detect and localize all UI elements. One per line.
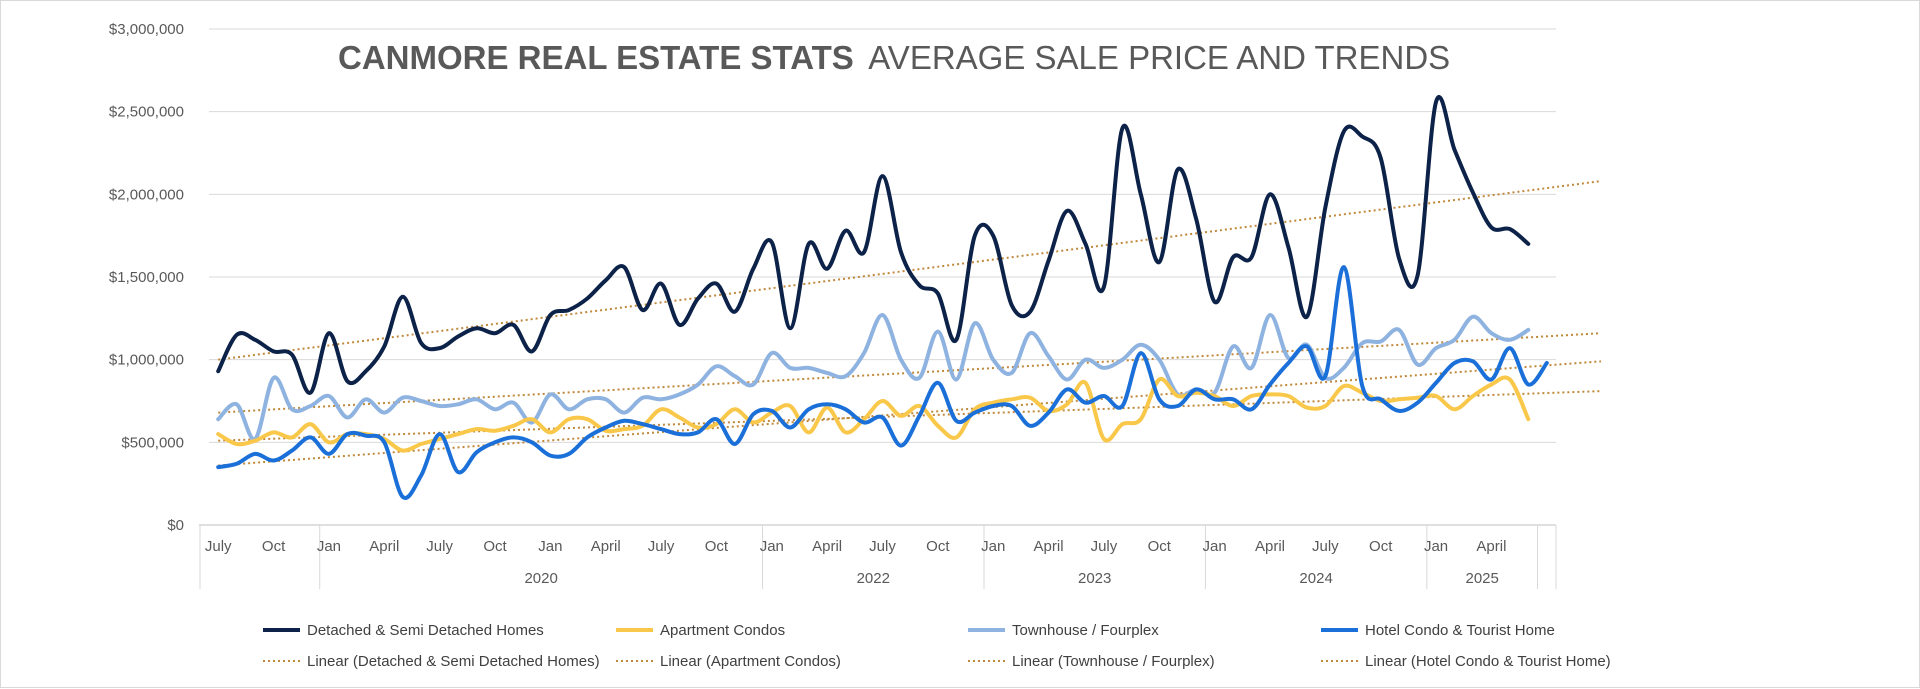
legend-entry: Linear (Townhouse / Fourplex): [1012, 653, 1215, 670]
y-tick-label: $1,500,000: [109, 269, 184, 286]
x-tick-label: Jan: [981, 538, 1005, 555]
legend-entry: Townhouse / Fourplex: [1012, 622, 1159, 639]
x-tick-label: Oct: [483, 538, 507, 555]
trendline-2: [218, 332, 1602, 414]
x-year-label: 2024: [1299, 570, 1332, 587]
trendline-0: [218, 180, 1602, 361]
legend-entry: Linear (Apartment Condos): [660, 653, 841, 670]
x-year-label: 2020: [524, 570, 557, 587]
x-tick-label: April: [812, 538, 842, 555]
y-tick-label: $500,000: [121, 434, 184, 451]
x-tick-label: April: [591, 538, 621, 555]
x-tick-label: Jan: [1203, 538, 1227, 555]
x-tick-label: July: [1312, 538, 1339, 555]
x-tick-label: July: [648, 538, 675, 555]
y-tick-label: $2,000,000: [109, 186, 184, 203]
x-tick-label: July: [205, 538, 232, 555]
x-tick-label: July: [426, 538, 453, 555]
y-tick-label: $2,500,000: [109, 104, 184, 121]
y-axis-ticks: $0 $500,000 $1,000,000 $1,500,000 $2,000,000…: [109, 21, 184, 534]
x-year-label: 2022: [857, 570, 890, 587]
x-tick-label: April: [369, 538, 399, 555]
trendline-1: [218, 390, 1602, 442]
x-tick-label: April: [1255, 538, 1285, 555]
legend-entry: Linear (Detached & Semi Detached Homes): [307, 653, 600, 670]
x-tick-label: July: [869, 538, 896, 555]
x-tick-label: Jan: [317, 538, 341, 555]
chart-title-rest: AVERAGE SALE PRICE AND TRENDS: [868, 39, 1450, 76]
x-tick-label: Oct: [926, 538, 950, 555]
series-line-0: [216, 95, 1531, 395]
legend-entry: Detached & Semi Detached Homes: [307, 622, 544, 639]
legend-entry: Hotel Condo & Tourist Home: [1365, 622, 1555, 639]
series-line-3: [216, 265, 1549, 500]
x-tick-label: Jan: [760, 538, 784, 555]
series-line-1: [216, 375, 1531, 453]
chart-title-bold: CANMORE REAL ESTATE STATS: [338, 39, 854, 76]
x-year-label: 2023: [1078, 570, 1111, 587]
legend-entry: Apartment Condos: [660, 622, 785, 639]
x-tick-label: Oct: [1369, 538, 1393, 555]
y-tick-label: $3,000,000: [109, 21, 184, 38]
x-axis: July Oct Jan April July Oct Jan April July Oct Jan…: [199, 524, 1557, 589]
x-tick-label: April: [1034, 538, 1064, 555]
x-tick-label: Oct: [705, 538, 729, 555]
series-lines: [216, 95, 1549, 500]
y-tick-label: $1,000,000: [109, 352, 184, 369]
x-tick-label: Oct: [262, 538, 286, 555]
x-tick-label: July: [1091, 538, 1118, 555]
legend-entry: Linear (Hotel Condo & Tourist Home): [1365, 653, 1611, 670]
x-tick-label: Jan: [1424, 538, 1448, 555]
chart-title: CANMORE REAL ESTATE STATS AVERAGE SALE P…: [338, 39, 1450, 76]
x-tick-label: Oct: [1148, 538, 1172, 555]
x-tick-label: Jan: [538, 538, 562, 555]
legend: Detached & Semi Detached Homes Apartment …: [263, 622, 1611, 670]
y-tick-label: $0: [167, 517, 184, 534]
x-tick-label: April: [1476, 538, 1506, 555]
x-year-label: 2025: [1466, 570, 1499, 587]
